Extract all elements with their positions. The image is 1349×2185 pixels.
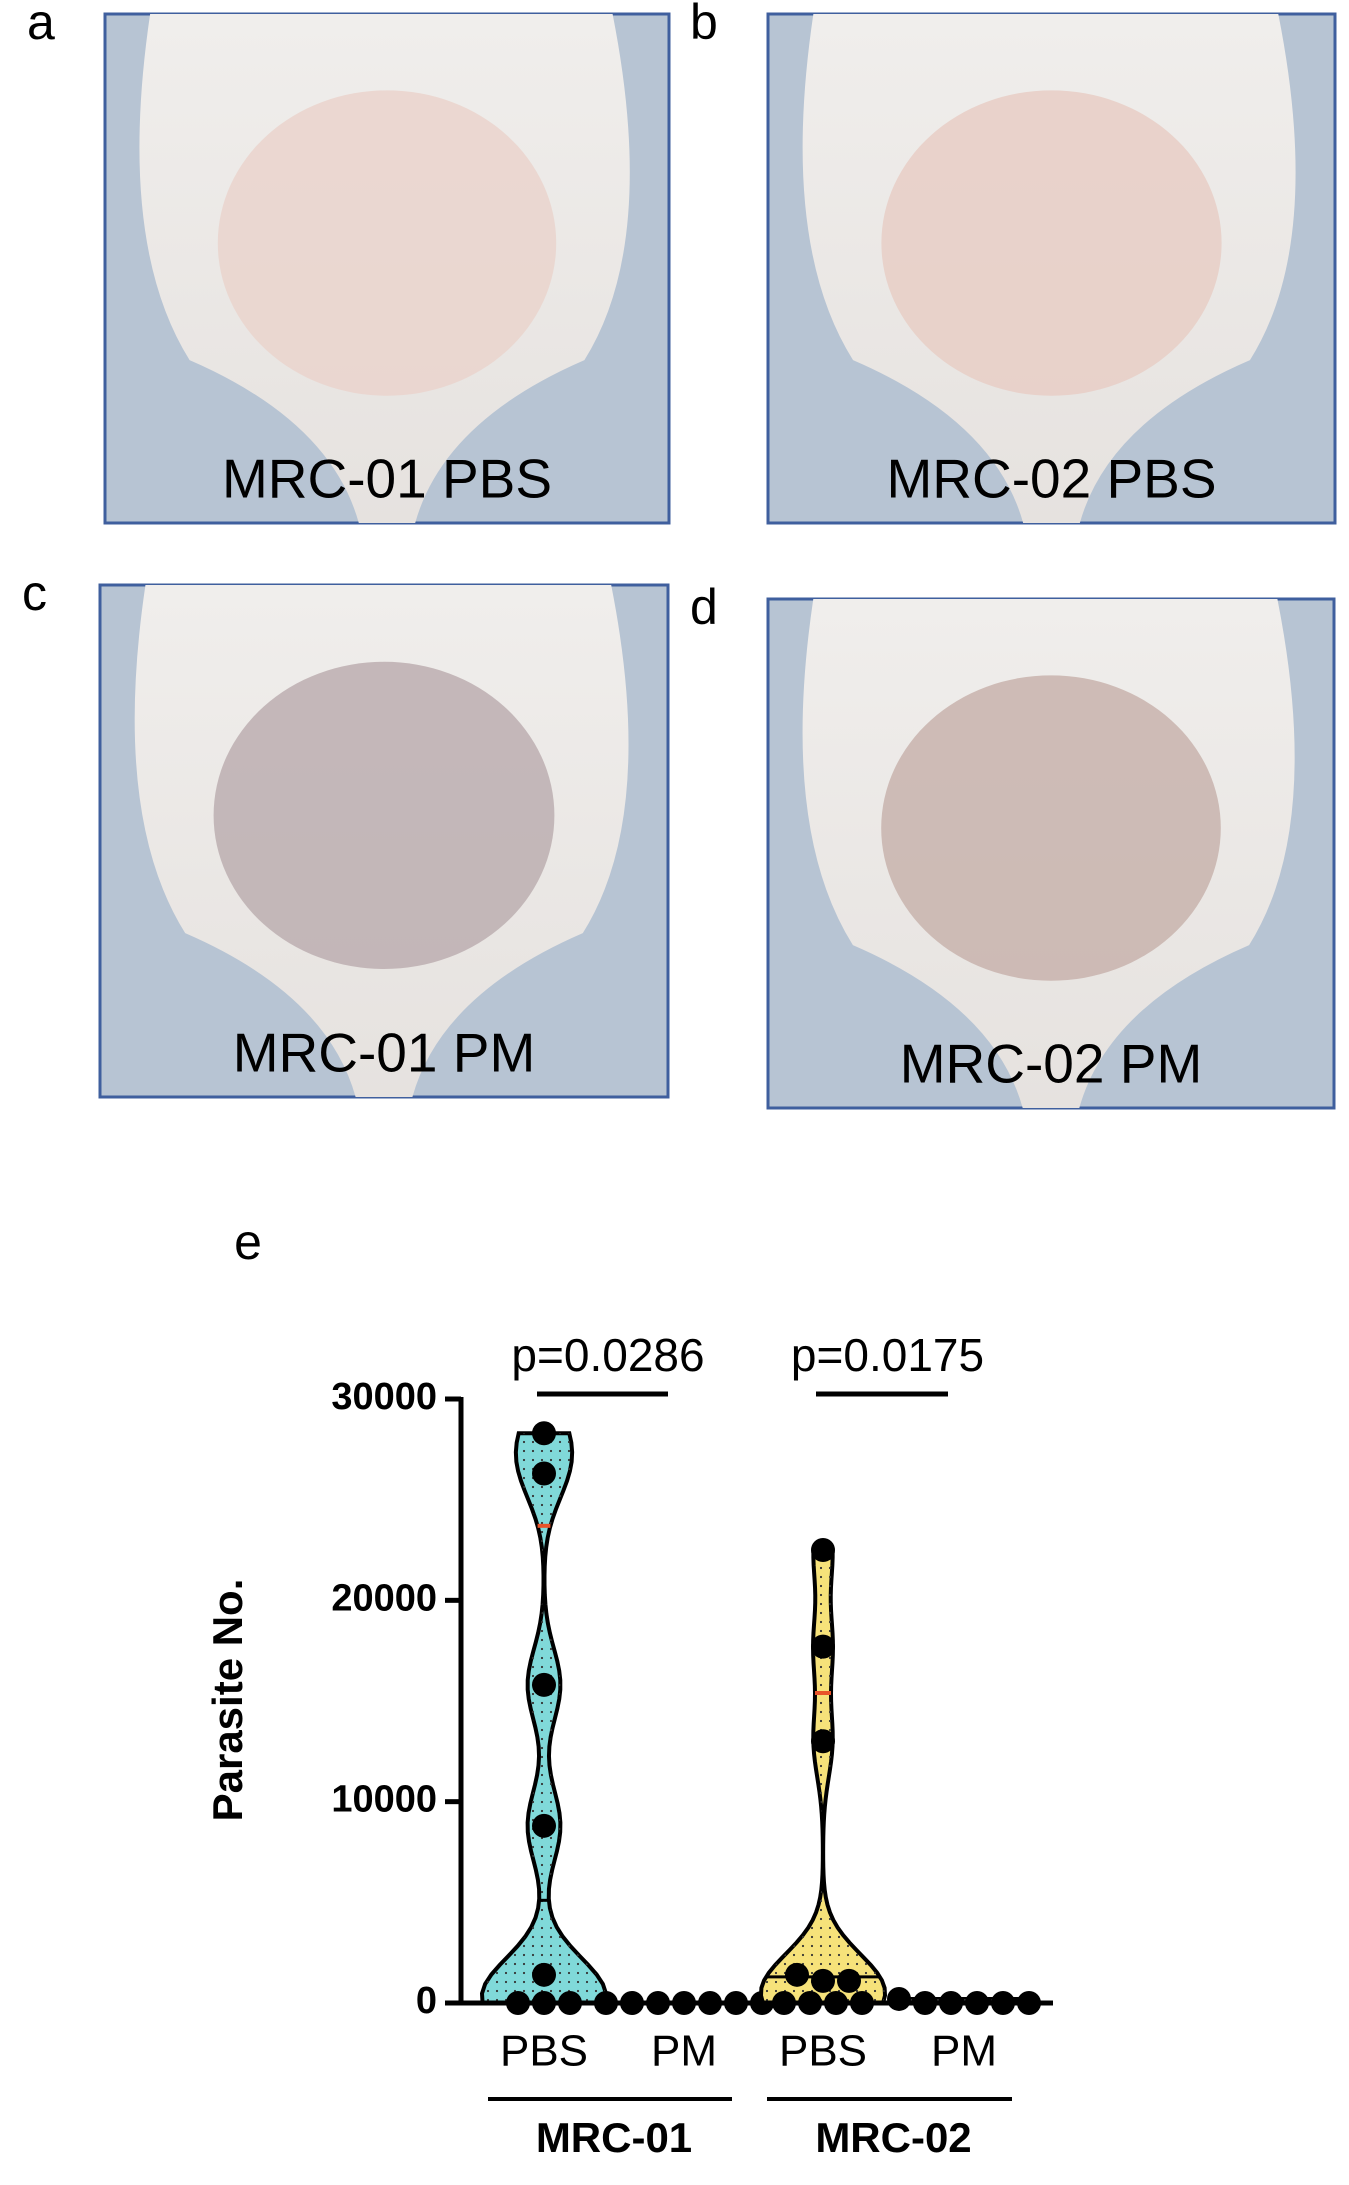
data-point (532, 1962, 556, 1987)
group-label: MRC-02 (815, 2114, 971, 2161)
x-tick-label: PBS (500, 2027, 588, 2076)
photo: a MRC-01 PBS (27, 0, 671, 525)
photo: c MRC-01 PM (22, 565, 670, 1099)
photo-label: MRC-01 PBS (222, 448, 552, 510)
shaved-skin (217, 90, 557, 396)
photo: b MRC-02 PBS (690, 0, 1337, 525)
photo: d MRC-02 PM (690, 579, 1336, 1110)
y-tick-label: 20000 (331, 1577, 437, 1619)
y-tick-label: 10000 (331, 1779, 437, 1821)
y-tick-label: 0 (416, 1980, 437, 2022)
x-tick-label: PBS (779, 2027, 867, 2076)
data-point (811, 1968, 835, 1993)
panel-letter: b (690, 0, 718, 50)
panel-letter: e (234, 1214, 262, 1270)
violin-texture (482, 1433, 606, 2003)
photo-label: MRC-01 PM (233, 1022, 536, 1084)
photo-panels: a MRC-01 PBS b MRC-02 PBS c MRC-01 PM d MRC-02 … (22, 0, 1337, 1110)
x-tick-label: PM (931, 2027, 997, 2076)
data-point (837, 1968, 861, 1993)
group-label: MRC-01 (536, 2114, 692, 2161)
data-point (532, 1813, 556, 1838)
shaved-skin (213, 661, 555, 970)
data-point (887, 1986, 911, 2011)
data-point (811, 1729, 835, 1754)
data-point (532, 1461, 556, 1486)
y-axis-label: Parasite No. (204, 1579, 251, 1822)
x-tick-label: PM (651, 2027, 717, 2076)
panel-letter: c (22, 565, 47, 621)
data-point (532, 1421, 556, 1446)
shaved-skin (881, 90, 1222, 396)
violin-texture (761, 1550, 885, 2003)
p-value: p=0.0286 (511, 1329, 704, 1381)
photo-label: MRC-02 PBS (886, 448, 1216, 510)
data-point (811, 1634, 835, 1659)
panel-letter: d (690, 579, 718, 635)
p-value: p=0.0175 (791, 1329, 984, 1381)
violin-chart: Parasite No. 0 10000 20000 30000 PBS PM PBS PM MR… (204, 1329, 1053, 2161)
y-tick-label: 30000 (331, 1376, 437, 1418)
photo-label: MRC-02 PM (900, 1033, 1203, 1095)
shaved-skin (881, 675, 1221, 981)
panel-letter: a (27, 0, 55, 50)
data-point (811, 1538, 835, 1562)
data-point (532, 1672, 556, 1697)
data-point (785, 1962, 809, 1987)
